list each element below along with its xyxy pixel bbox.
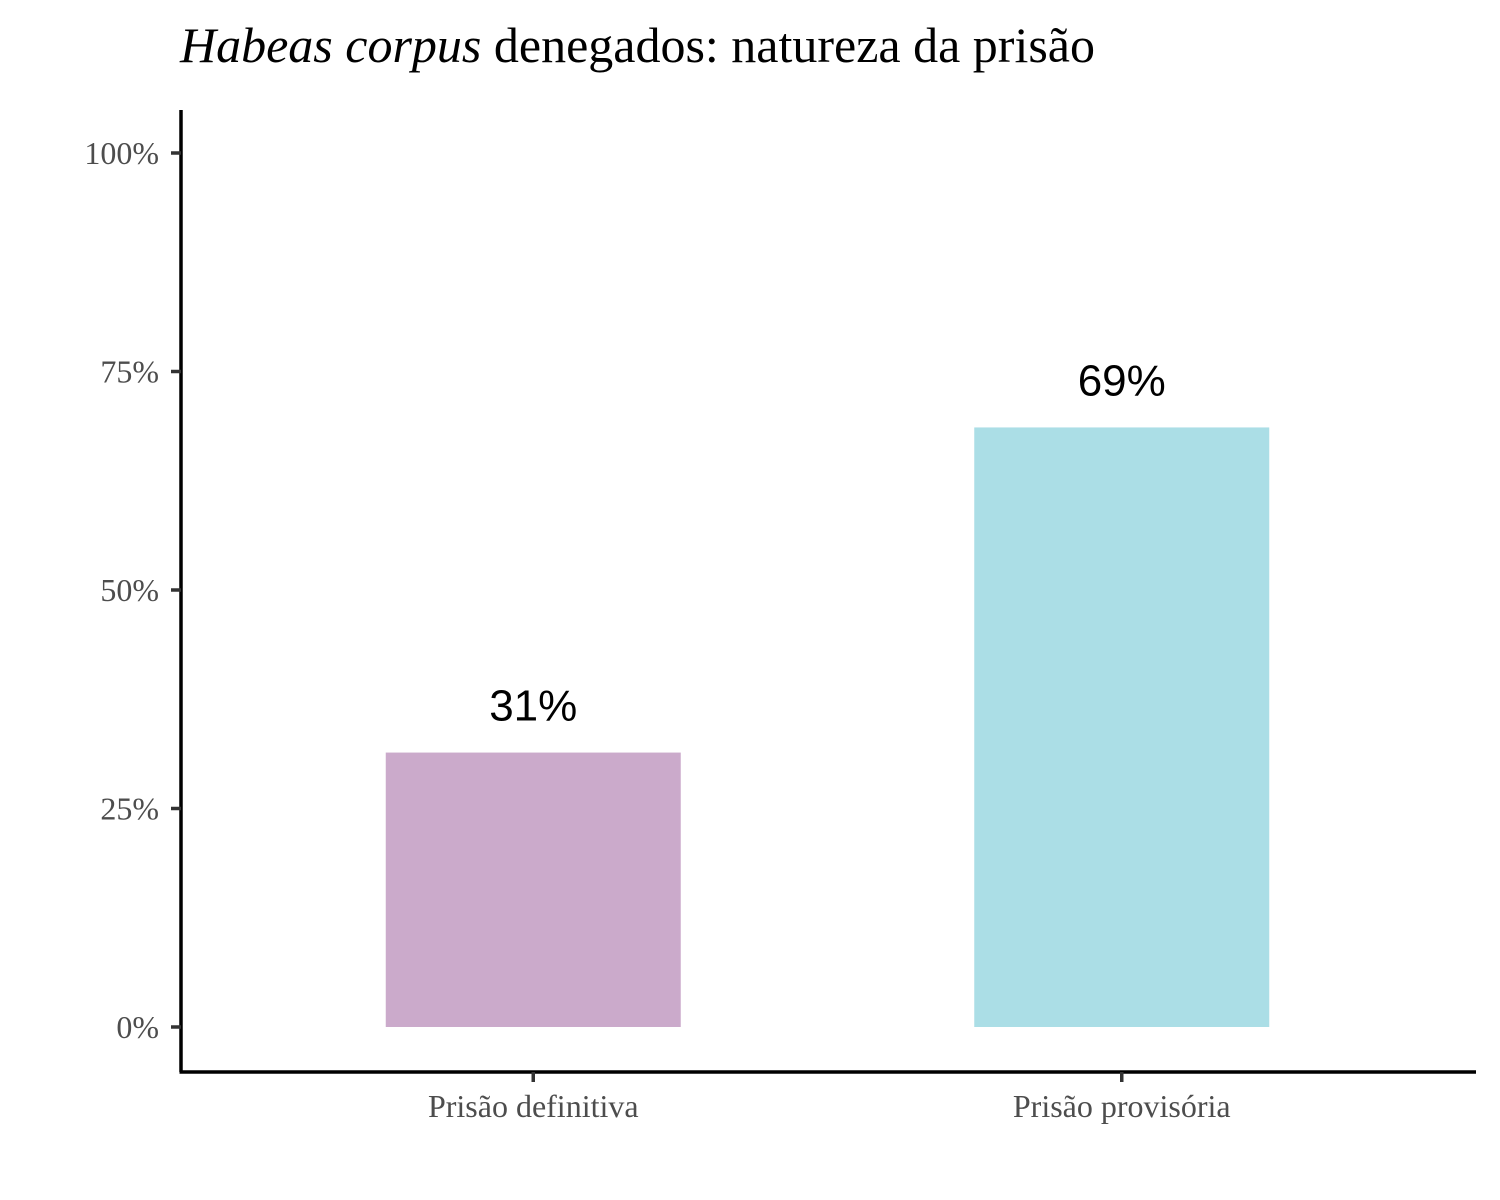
bar [974,427,1270,1027]
x-axis: Prisão definitiva Prisão provisória [179,1070,1476,1124]
bar-value-label: 31% [489,682,577,731]
bar [385,752,681,1027]
bars [385,427,1270,1027]
x-tick-label: Prisão definitiva [428,1088,639,1124]
y-tick-label: 100% [84,135,159,171]
bar-value-label: 69% [1078,356,1166,405]
y-axis: 0% 25% 50% 75% 100% [84,110,183,1072]
chart-title: Habeas corpus denegados: natureza da pri… [179,17,1095,73]
y-tick-label: 0% [116,1009,159,1045]
chart-title-rest: denegados: natureza da prisão [481,17,1095,73]
chart-title-italic: Habeas corpus [179,17,481,73]
y-tick-label: 25% [100,791,159,827]
data-labels: 31% 69% [489,356,1166,730]
x-tick-label: Prisão provisória [1013,1088,1231,1124]
y-tick-label: 75% [100,354,159,390]
y-tick-label: 50% [100,572,159,608]
